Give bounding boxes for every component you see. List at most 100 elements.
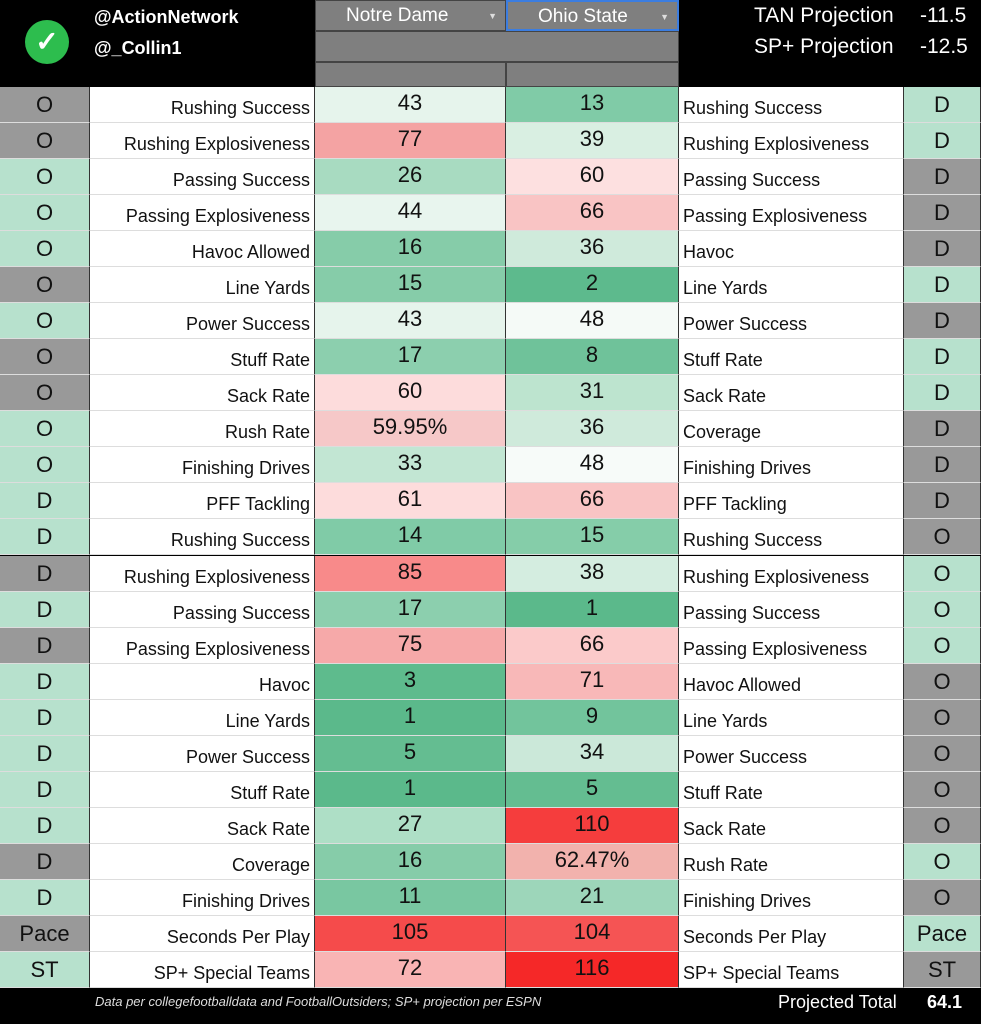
- left-metric-label[interactable]: Finishing Drives: [90, 447, 315, 484]
- left-side-tag[interactable]: ST: [0, 951, 90, 988]
- team1-value-cell[interactable]: 105: [315, 915, 506, 952]
- left-side-tag[interactable]: O: [0, 159, 90, 196]
- left-metric-label[interactable]: Power Success: [90, 303, 315, 340]
- right-metric-label[interactable]: Rushing Explosiveness: [679, 555, 904, 592]
- left-metric-label[interactable]: Passing Explosiveness: [90, 195, 315, 232]
- right-metric-label[interactable]: Rushing Success: [679, 87, 904, 123]
- team2-value-cell[interactable]: 31: [506, 375, 679, 412]
- left-side-tag[interactable]: D: [0, 519, 90, 556]
- team1-value-cell[interactable]: 60: [315, 375, 506, 412]
- left-side-tag[interactable]: D: [0, 699, 90, 736]
- right-side-tag[interactable]: O: [904, 807, 981, 844]
- team2-value-cell[interactable]: 110: [506, 807, 679, 844]
- left-metric-label[interactable]: Seconds Per Play: [90, 915, 315, 952]
- right-metric-label[interactable]: Line Yards: [679, 267, 904, 304]
- team2-value-cell[interactable]: 15: [506, 519, 679, 556]
- right-side-tag[interactable]: D: [904, 231, 981, 268]
- left-side-tag[interactable]: O: [0, 303, 90, 340]
- team2-value-cell[interactable]: 5: [506, 771, 679, 808]
- right-side-tag[interactable]: O: [904, 843, 981, 880]
- left-side-tag[interactable]: O: [0, 447, 90, 484]
- right-side-tag[interactable]: O: [904, 771, 981, 808]
- right-side-tag[interactable]: Pace: [904, 915, 981, 952]
- right-metric-label[interactable]: Passing Success: [679, 591, 904, 628]
- left-metric-label[interactable]: Stuff Rate: [90, 771, 315, 808]
- team1-value-cell[interactable]: 75: [315, 627, 506, 664]
- left-metric-label[interactable]: Rushing Success: [90, 87, 315, 123]
- team2-value-cell[interactable]: 48: [506, 303, 679, 340]
- team2-value-cell[interactable]: 34: [506, 735, 679, 772]
- left-side-tag[interactable]: D: [0, 591, 90, 628]
- right-metric-label[interactable]: Passing Explosiveness: [679, 195, 904, 232]
- team2-value-cell[interactable]: 38: [506, 555, 679, 592]
- team1-value-cell[interactable]: 1: [315, 699, 506, 736]
- left-metric-label[interactable]: Rushing Explosiveness: [90, 123, 315, 160]
- right-metric-label[interactable]: Power Success: [679, 303, 904, 340]
- left-metric-label[interactable]: Passing Explosiveness: [90, 627, 315, 664]
- team1-value-cell[interactable]: 85: [315, 555, 506, 592]
- right-side-tag[interactable]: O: [904, 699, 981, 736]
- team2-select[interactable]: Ohio State ▼: [506, 0, 679, 31]
- right-metric-label[interactable]: Rushing Success: [679, 519, 904, 556]
- right-side-tag[interactable]: O: [904, 663, 981, 700]
- right-metric-label[interactable]: Finishing Drives: [679, 879, 904, 916]
- left-metric-label[interactable]: Finishing Drives: [90, 879, 315, 916]
- team2-value-cell[interactable]: 2: [506, 267, 679, 304]
- right-side-tag[interactable]: D: [904, 267, 981, 304]
- team1-value-cell[interactable]: 27: [315, 807, 506, 844]
- left-side-tag[interactable]: O: [0, 339, 90, 376]
- team1-value-cell[interactable]: 15: [315, 267, 506, 304]
- left-side-tag[interactable]: D: [0, 843, 90, 880]
- team1-value-cell[interactable]: 17: [315, 339, 506, 376]
- team1-value-cell[interactable]: 17: [315, 591, 506, 628]
- right-metric-label[interactable]: Finishing Drives: [679, 447, 904, 484]
- left-metric-label[interactable]: Havoc Allowed: [90, 231, 315, 268]
- right-side-tag[interactable]: O: [904, 591, 981, 628]
- right-side-tag[interactable]: O: [904, 555, 981, 592]
- left-side-tag[interactable]: D: [0, 807, 90, 844]
- left-metric-label[interactable]: Stuff Rate: [90, 339, 315, 376]
- left-side-tag[interactable]: D: [0, 627, 90, 664]
- right-side-tag[interactable]: O: [904, 519, 981, 556]
- right-metric-label[interactable]: Stuff Rate: [679, 339, 904, 376]
- left-metric-label[interactable]: Sack Rate: [90, 807, 315, 844]
- team1-value-cell[interactable]: 3: [315, 663, 506, 700]
- team1-value-cell[interactable]: 72: [315, 951, 506, 988]
- right-side-tag[interactable]: O: [904, 627, 981, 664]
- team1-value-cell[interactable]: 43: [315, 303, 506, 340]
- left-metric-label[interactable]: Coverage: [90, 843, 315, 880]
- left-metric-label[interactable]: PFF Tackling: [90, 483, 315, 520]
- left-side-tag[interactable]: D: [0, 555, 90, 592]
- right-side-tag[interactable]: D: [904, 87, 981, 123]
- left-side-tag[interactable]: O: [0, 267, 90, 304]
- left-metric-label[interactable]: SP+ Special Teams: [90, 951, 315, 988]
- right-metric-label[interactable]: Havoc: [679, 231, 904, 268]
- left-side-tag[interactable]: D: [0, 663, 90, 700]
- team2-value-cell[interactable]: 104: [506, 915, 679, 952]
- team1-value-cell[interactable]: 1: [315, 771, 506, 808]
- team2-value-cell[interactable]: 66: [506, 627, 679, 664]
- team2-value-cell[interactable]: 60: [506, 159, 679, 196]
- right-metric-label[interactable]: Coverage: [679, 411, 904, 448]
- right-metric-label[interactable]: Line Yards: [679, 699, 904, 736]
- right-side-tag[interactable]: O: [904, 735, 981, 772]
- left-side-tag[interactable]: D: [0, 483, 90, 520]
- right-metric-label[interactable]: Passing Success: [679, 159, 904, 196]
- right-side-tag[interactable]: D: [904, 159, 981, 196]
- left-side-tag[interactable]: O: [0, 411, 90, 448]
- left-metric-label[interactable]: Passing Success: [90, 159, 315, 196]
- left-metric-label[interactable]: Rush Rate: [90, 411, 315, 448]
- right-metric-label[interactable]: Sack Rate: [679, 807, 904, 844]
- team2-value-cell[interactable]: 8: [506, 339, 679, 376]
- team2-value-cell[interactable]: 36: [506, 411, 679, 448]
- team2-value-cell[interactable]: 66: [506, 195, 679, 232]
- team2-value-cell[interactable]: 66: [506, 483, 679, 520]
- team1-value-cell[interactable]: 33: [315, 447, 506, 484]
- right-metric-label[interactable]: Rush Rate: [679, 843, 904, 880]
- right-metric-label[interactable]: SP+ Special Teams: [679, 951, 904, 988]
- left-metric-label[interactable]: Line Yards: [90, 267, 315, 304]
- left-metric-label[interactable]: Power Success: [90, 735, 315, 772]
- team2-value-cell[interactable]: 1: [506, 591, 679, 628]
- team1-value-cell[interactable]: 14: [315, 519, 506, 556]
- right-metric-label[interactable]: Rushing Explosiveness: [679, 123, 904, 160]
